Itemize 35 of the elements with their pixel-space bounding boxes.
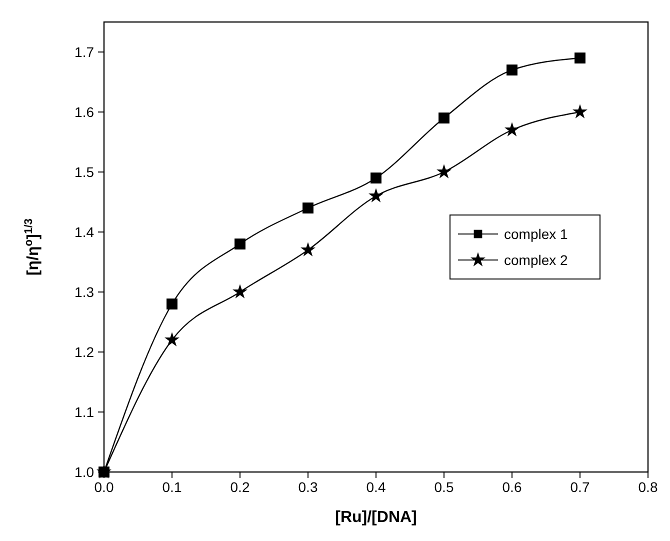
x-tick-label: 0.4 xyxy=(366,479,386,495)
y-tick-label: 1.1 xyxy=(74,404,94,420)
point xyxy=(166,298,178,310)
y-tick-label: 1.0 xyxy=(74,464,94,480)
y-tick-label: 1.7 xyxy=(74,44,94,60)
x-tick-label: 0.8 xyxy=(638,479,658,495)
x-tick-label: 0.0 xyxy=(94,479,114,495)
point xyxy=(438,112,450,124)
y-tick-label: 1.3 xyxy=(74,284,94,300)
x-axis-title: [Ru]/[DNA] xyxy=(335,509,417,526)
x-tick-label: 0.6 xyxy=(502,479,522,495)
x-tick-label: 0.2 xyxy=(230,479,250,495)
legend-label: complex 2 xyxy=(504,252,568,268)
y-tick-label: 1.5 xyxy=(74,164,94,180)
point xyxy=(302,202,314,214)
y-tick-label: 1.2 xyxy=(74,344,94,360)
point xyxy=(164,332,180,346)
point xyxy=(96,464,112,478)
point xyxy=(234,238,246,250)
point xyxy=(574,52,586,64)
y-tick-label: 1.4 xyxy=(74,224,94,240)
point xyxy=(504,122,520,136)
point xyxy=(506,64,518,76)
point xyxy=(368,188,384,202)
x-tick-label: 0.1 xyxy=(162,479,182,495)
x-tick-label: 0.3 xyxy=(298,479,318,495)
legend-label: complex 1 xyxy=(504,226,568,242)
y-tick-label: 1.6 xyxy=(74,104,94,120)
point xyxy=(572,104,588,118)
point xyxy=(232,284,248,298)
x-tick-label: 0.5 xyxy=(434,479,454,495)
point xyxy=(436,164,452,178)
point xyxy=(370,172,382,184)
point xyxy=(300,242,316,256)
x-tick-label: 0.7 xyxy=(570,479,590,495)
